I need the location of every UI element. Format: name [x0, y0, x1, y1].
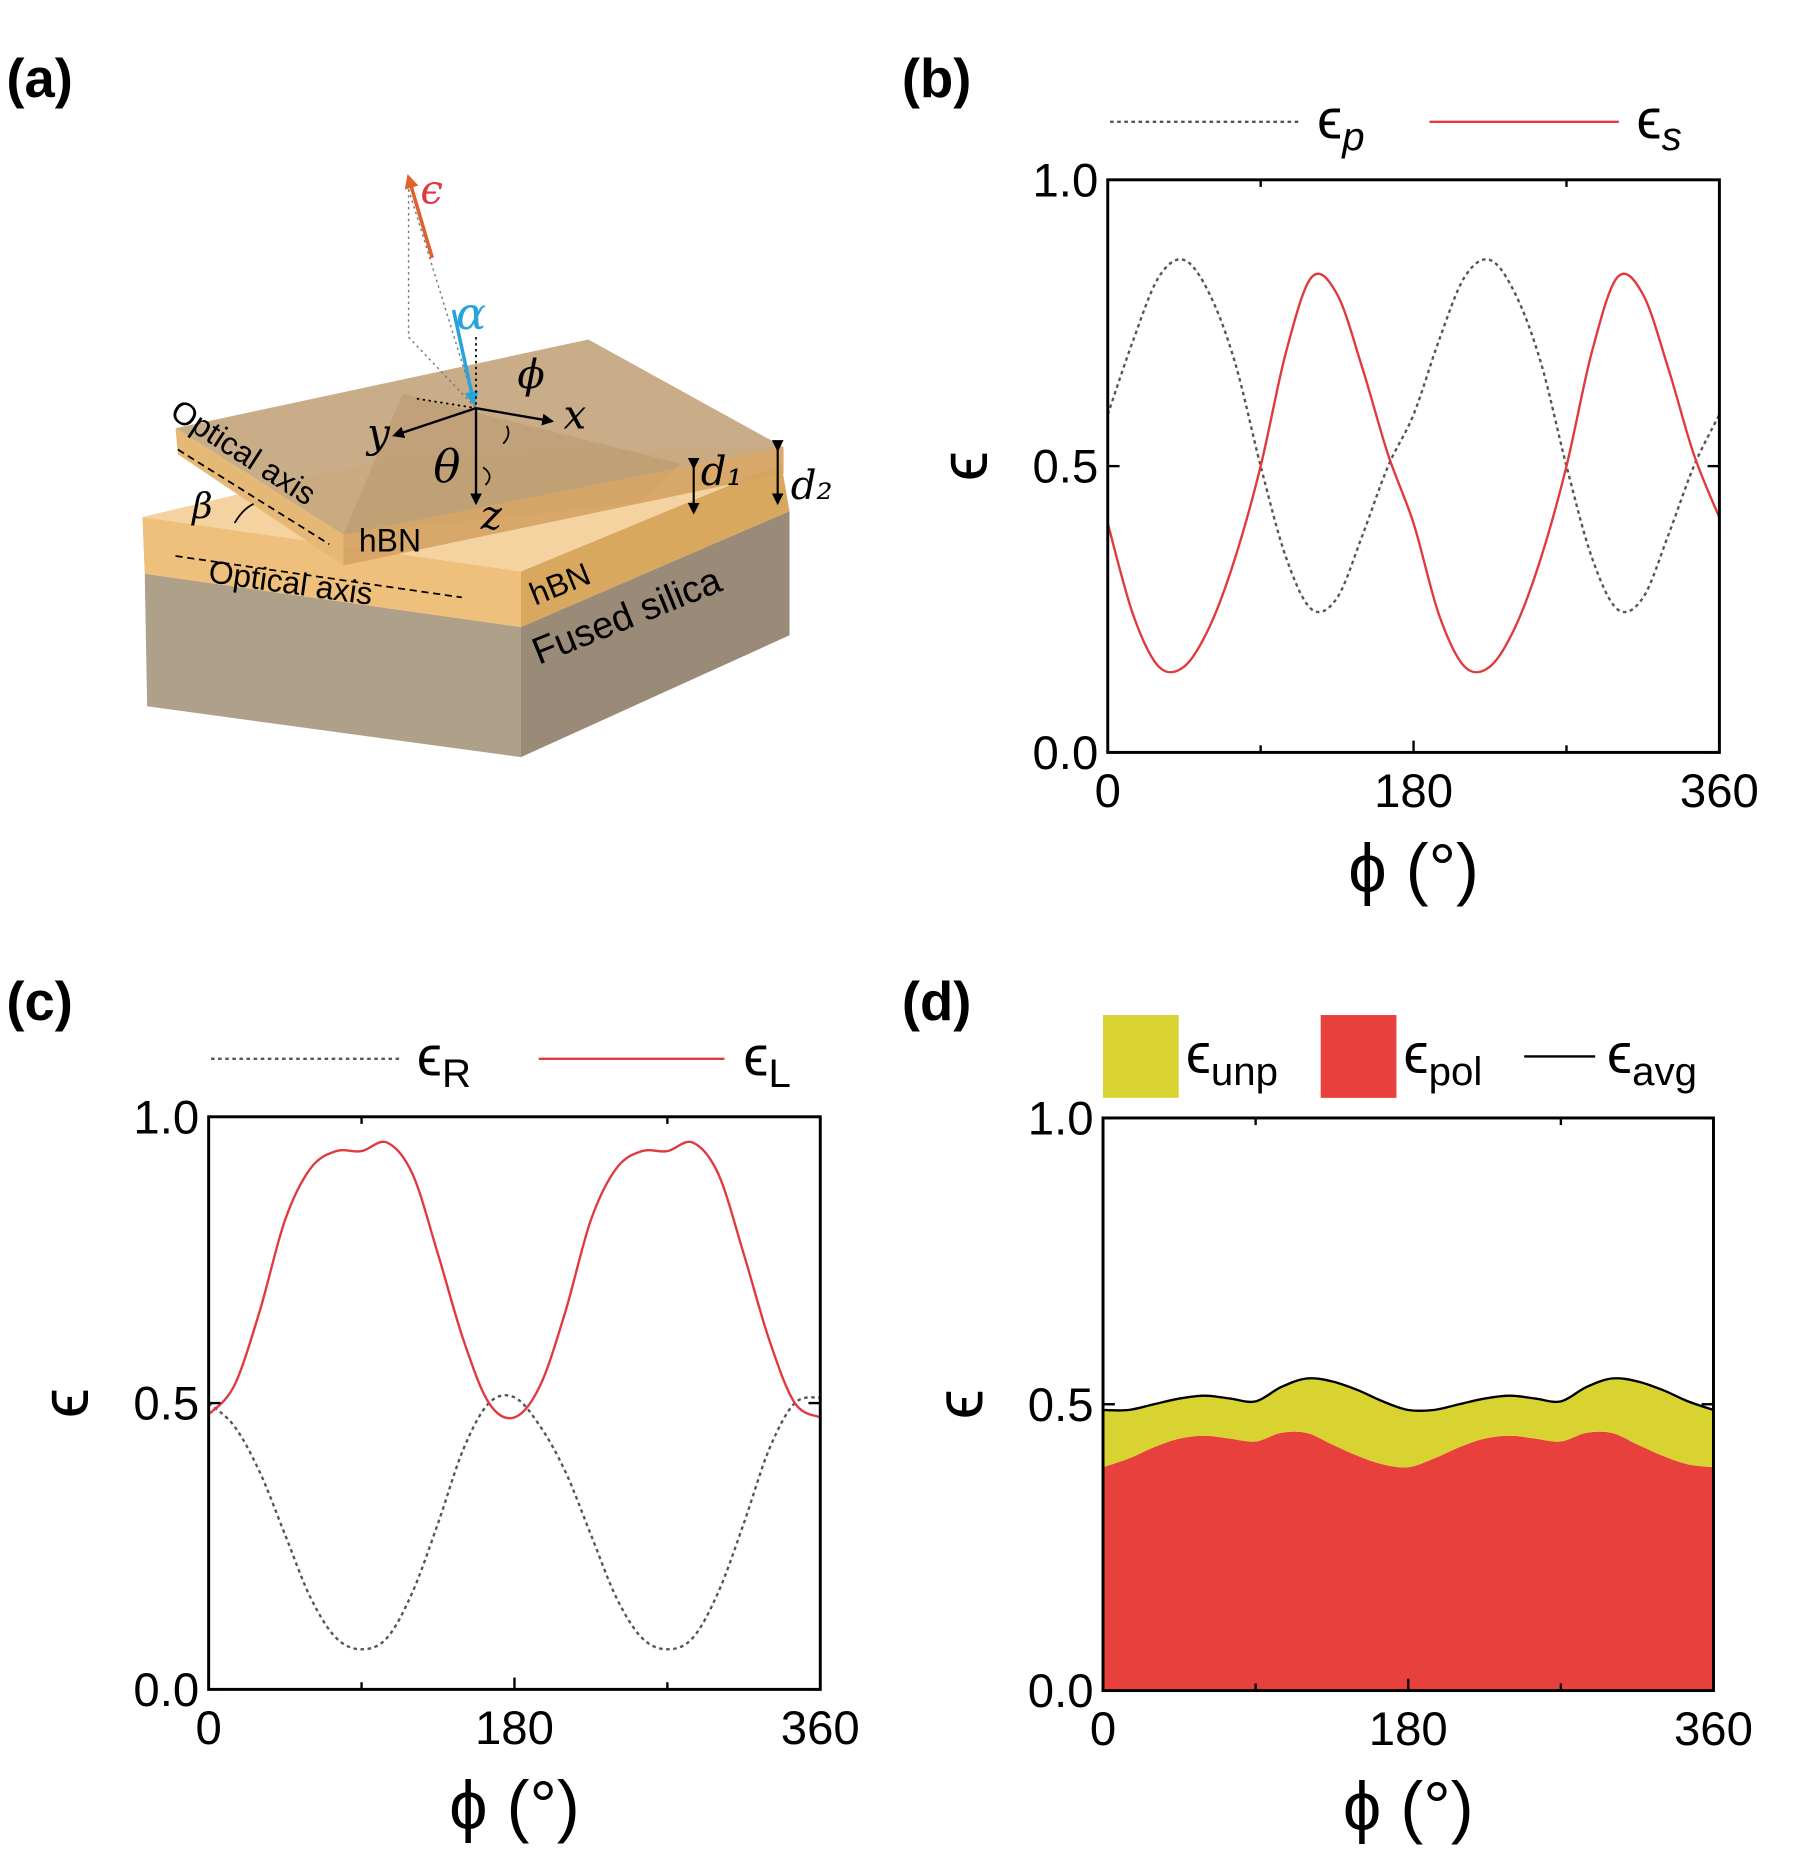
x-axis-arrow — [475, 406, 555, 426]
label: ϵ — [420, 167, 443, 213]
y-axis-label: ϵ — [26, 1388, 103, 1418]
series-line — [207, 1140, 821, 1420]
x-tick-label: 180 — [475, 1702, 554, 1755]
x-axis-label: ϕ (°) — [449, 1767, 580, 1844]
legend-swatch — [1103, 1015, 1179, 1098]
label: β — [190, 486, 213, 527]
beta-arc — [233, 503, 254, 524]
substrate-side — [520, 511, 790, 758]
panel-label: (b) — [902, 48, 971, 109]
series-line — [1106, 258, 1721, 614]
hbn-lower-front — [142, 516, 521, 628]
area — [1103, 1431, 1714, 1691]
y-axis-arrow — [392, 407, 477, 438]
chart: (d) 0 180 360 0.0 0.5 1.0 ϕ (°) ϵ ϵunp ϵpol ϵavg — [902, 971, 1753, 1845]
y-tick-label: 1.0 — [133, 1091, 199, 1144]
plot-frame — [1106, 178, 1721, 754]
projection — [408, 336, 477, 409]
x-tick-label: 0 — [195, 1702, 221, 1755]
legend-label: ϵs — [1637, 88, 1682, 159]
label: α — [456, 287, 486, 340]
y-tick-label: 0.0 — [133, 1664, 199, 1717]
label: x — [564, 392, 587, 438]
x-tick-label: 360 — [781, 1702, 860, 1755]
legend-label: ϵunp — [1186, 1023, 1278, 1094]
incident-arrow — [451, 309, 479, 406]
series-line — [1106, 272, 1721, 674]
label: hBN — [359, 522, 421, 558]
panel-label: (a) — [6, 48, 73, 109]
legend-label: ϵavg — [1607, 1023, 1697, 1094]
y-tick-label: 0.0 — [1028, 1665, 1094, 1718]
y-tick-label: 0.5 — [133, 1378, 199, 1431]
chart: (b) 0 180 360 0.0 0.5 1.0 ϕ (°) ϵ ϵp ϵs — [902, 48, 1759, 907]
label: d₂ — [791, 463, 833, 509]
y-tick-label: 1.0 — [1033, 154, 1099, 207]
x-tick-label: 0 — [1090, 1703, 1116, 1756]
x-projection — [416, 397, 477, 410]
y-tick-label: 0.0 — [1033, 727, 1099, 780]
diagram: (a) ϵ α ϕ x y θ z d₁ d₂ Optica — [6, 48, 833, 758]
label: d₁ — [701, 449, 743, 495]
theta-arc — [482, 466, 491, 486]
y-tick-label: 1.0 — [1028, 1093, 1094, 1146]
series-line — [207, 1394, 821, 1651]
x-axis-label: ϕ (°) — [1343, 1768, 1474, 1845]
x-axis-label: ϕ (°) — [1348, 830, 1479, 907]
phi-arc — [502, 425, 510, 445]
y-axis-label: ϵ — [920, 1389, 997, 1419]
optical-axis-lower — [175, 555, 462, 599]
x-tick-label: 360 — [1674, 1703, 1753, 1756]
label: y — [365, 411, 391, 457]
label: ϕ — [517, 352, 544, 398]
hbn-upper-side — [343, 447, 784, 566]
hbn-lower-side — [520, 463, 790, 628]
hbn-upper-front — [175, 428, 344, 566]
legend-label: ϵL — [743, 1025, 790, 1096]
substrate-front — [144, 573, 521, 758]
panel-label: (c) — [6, 971, 73, 1032]
y-axis-label: ϵ — [925, 451, 1002, 481]
chart: (c) 0 180 360 0.0 0.5 1.0 ϕ (°) ϵ ϵR ϵL — [6, 971, 859, 1844]
projection — [407, 189, 477, 409]
polarization-arrow — [404, 174, 434, 259]
legend-label: ϵR — [417, 1025, 471, 1096]
legend-label: ϵp — [1317, 88, 1364, 159]
y-tick-label: 0.5 — [1028, 1379, 1094, 1432]
y-tick-label: 0.5 — [1033, 441, 1099, 494]
optical-axis-upper — [177, 448, 330, 545]
x-tick-label: 180 — [1369, 1703, 1448, 1756]
area — [1103, 1378, 1714, 1468]
legend-swatch — [1320, 1015, 1397, 1098]
x-tick-label: 360 — [1680, 765, 1759, 818]
x-tick-label: 0 — [1095, 765, 1121, 818]
label: z — [480, 493, 503, 539]
series-line — [1103, 1377, 1714, 1413]
x-tick-label: 180 — [1374, 765, 1453, 818]
label: θ — [433, 439, 460, 492]
legend-label: ϵpol — [1404, 1023, 1483, 1094]
panel-label: (d) — [902, 971, 971, 1032]
